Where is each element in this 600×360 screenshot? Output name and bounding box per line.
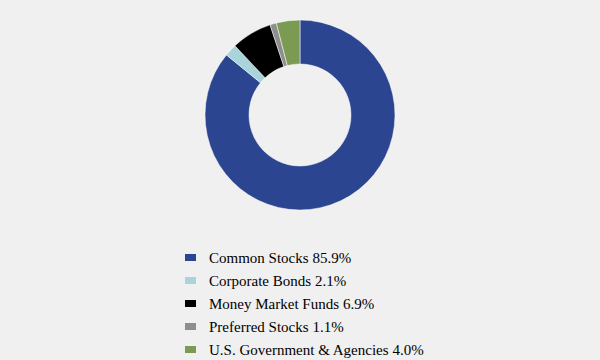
legend-label: Preferred Stocks1.1% — [209, 319, 344, 335]
legend-category: Money Market Funds — [209, 296, 339, 312]
legend-category: Preferred Stocks — [209, 319, 309, 335]
slice — [205, 20, 395, 210]
legend-category: Corporate Bonds — [209, 273, 311, 289]
legend-swatch — [185, 300, 196, 307]
legend-category: Common Stocks — [209, 250, 309, 266]
legend-value: 85.9% — [313, 250, 352, 266]
legend-label: Money Market Funds6.9% — [209, 296, 374, 312]
legend-swatch — [185, 254, 196, 261]
legend-value: 6.9% — [343, 296, 374, 312]
legend-value: 4.0% — [393, 342, 424, 358]
donut — [205, 20, 395, 210]
legend-swatch — [185, 277, 196, 284]
legend-label: Corporate Bonds2.1% — [209, 273, 346, 289]
legend-label: U.S. Government & Agencies4.0% — [209, 342, 424, 358]
chart: Common Stocks85.9%Corporate Bonds2.1%Mon… — [0, 0, 600, 360]
legend: Common Stocks85.9%Corporate Bonds2.1%Mon… — [185, 250, 424, 358]
legend-value: 1.1% — [313, 319, 344, 335]
legend-category: U.S. Government & Agencies — [209, 342, 389, 358]
legend-value: 2.1% — [315, 273, 346, 289]
slice — [276, 20, 300, 66]
legend-label: Common Stocks85.9% — [209, 250, 351, 266]
legend-swatch — [185, 323, 196, 330]
legend-swatch — [185, 346, 196, 353]
